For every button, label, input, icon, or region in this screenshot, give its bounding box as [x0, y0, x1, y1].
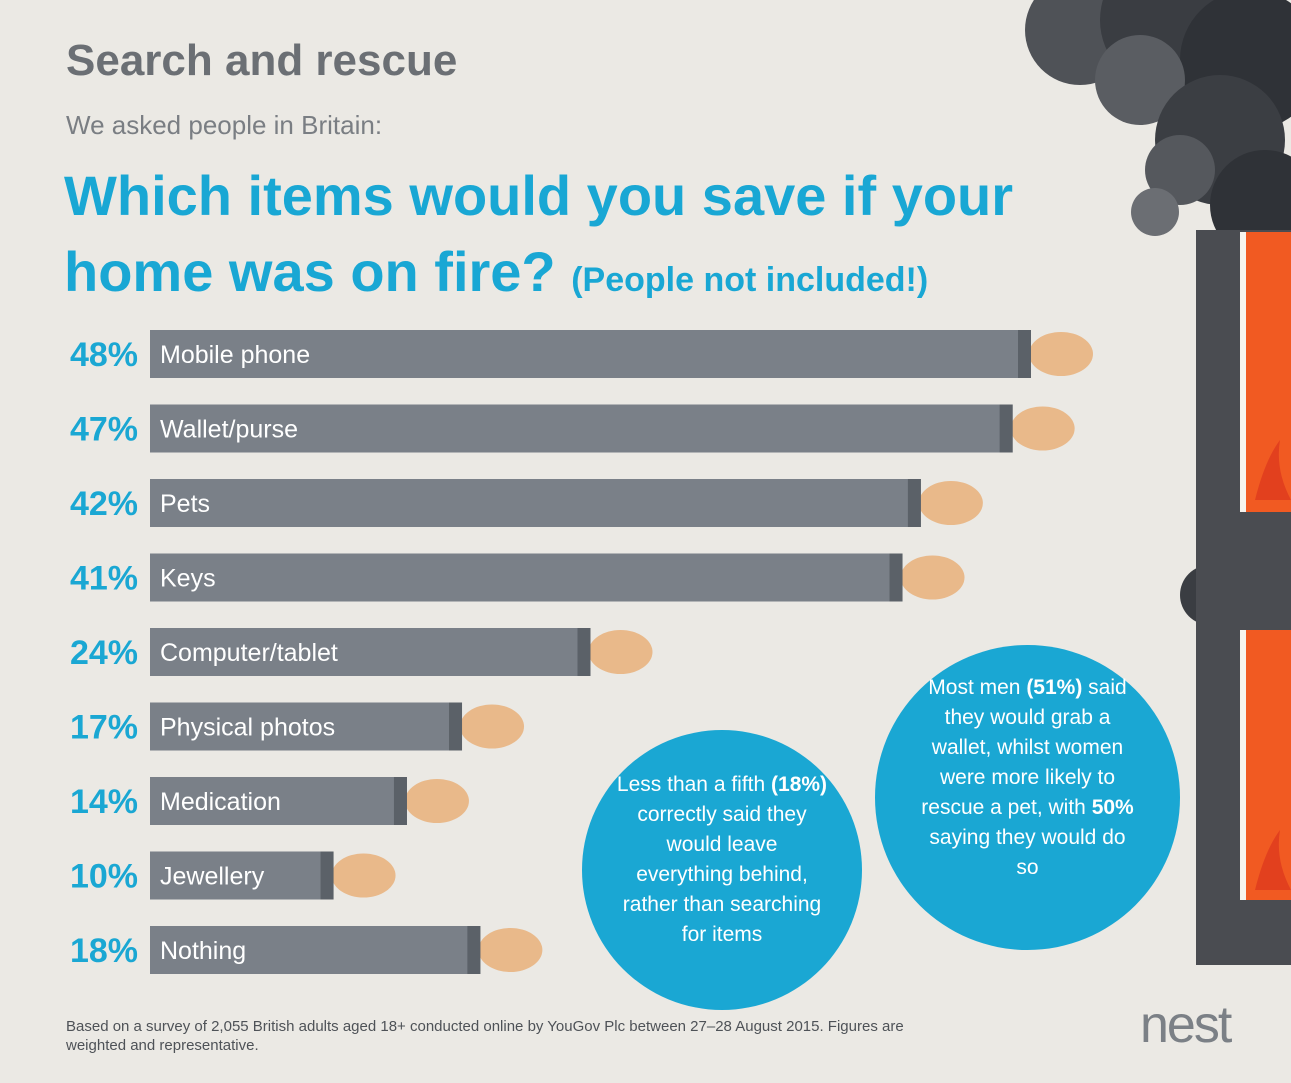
- bar-value-label: 17%: [70, 709, 138, 747]
- page-subtitle: We asked people in Britain:: [66, 110, 383, 140]
- nest-logo: nest: [1140, 996, 1232, 1054]
- hand-icon: [478, 928, 543, 972]
- bar-value-label: 47%: [70, 411, 138, 449]
- bar-cuff: [999, 404, 1013, 453]
- bar-cuff: [320, 851, 334, 900]
- hand-icon: [1010, 406, 1075, 451]
- bar-category-label: Pets: [160, 490, 210, 518]
- building-wall: [1196, 230, 1291, 965]
- bar-value-label: 10%: [70, 858, 138, 896]
- bar-cuff: [467, 926, 481, 974]
- bar: [150, 851, 334, 900]
- bar-cuff: [889, 553, 903, 602]
- bar-category-label: Physical photos: [160, 714, 335, 742]
- bar: [150, 330, 1031, 378]
- bar-row: 24% Computer/tablet: [70, 628, 653, 676]
- bar-value-label: 24%: [70, 634, 138, 672]
- bar-value-label: 42%: [70, 485, 138, 523]
- bar-category-label: Mobile phone: [160, 341, 310, 369]
- bar-row: 18% Nothing: [70, 926, 543, 974]
- hand-icon: [404, 779, 469, 823]
- callout-gender: Most men (51%) said they would grab a wa…: [875, 645, 1180, 950]
- bar-row: 42% Pets: [70, 479, 983, 527]
- bar-category-label: Nothing: [160, 937, 246, 965]
- bar: [150, 628, 591, 676]
- hand-icon: [460, 704, 525, 749]
- bar: [150, 479, 921, 527]
- footnote: Based on a survey of 2,055 British adult…: [66, 1018, 904, 1054]
- bar: [150, 404, 1013, 453]
- bar-row: 48% Mobile phone: [70, 330, 1093, 378]
- page-title: Search and rescue: [66, 36, 458, 85]
- bar-row: 41% Keys: [70, 553, 965, 602]
- bar: [150, 553, 903, 602]
- bar-cuff: [907, 479, 921, 527]
- bar: [150, 702, 463, 751]
- bar-cuff: [393, 777, 407, 825]
- bar-row: 47% Wallet/purse: [70, 404, 1075, 453]
- callout-leave-behind-text: Less than a fifth (18%) correctly said t…: [616, 773, 828, 946]
- bar-value-label: 18%: [70, 932, 138, 970]
- bar-category-label: Medication: [160, 788, 281, 816]
- callout-gender-text: Most men (51%) said they would grab a wa…: [921, 675, 1134, 879]
- bar-category-label: Jewellery: [160, 863, 265, 891]
- bar-cuff: [449, 702, 463, 751]
- bar-chart: 48% Mobile phone 47% Wallet/purse 42% Pets 41%…: [70, 330, 1093, 974]
- hand-icon: [331, 853, 396, 898]
- survey-question: Which items would you save if your home …: [64, 158, 1064, 318]
- bar-category-label: Wallet/purse: [160, 416, 298, 444]
- bar-row: 17% Physical photos: [70, 702, 525, 751]
- hand-icon: [1029, 332, 1093, 376]
- hand-icon: [900, 555, 965, 600]
- bar-category-label: Computer/tablet: [160, 639, 338, 667]
- bar-cuff: [577, 628, 591, 676]
- hand-icon: [918, 481, 983, 525]
- bar-row: 14% Medication: [70, 777, 469, 825]
- bar-value-label: 41%: [70, 560, 138, 598]
- callout-leave-behind: Less than a fifth (18%) correctly said t…: [582, 730, 862, 1010]
- question-aside: (People not included!): [571, 261, 929, 299]
- bar-value-label: 48%: [70, 336, 138, 374]
- bar-row: 10% Jewellery: [70, 851, 396, 900]
- bar-cuff: [1018, 330, 1031, 378]
- hand-icon: [588, 630, 653, 674]
- bar: [150, 926, 481, 974]
- question-text: Which items would you save if your home …: [64, 164, 1014, 303]
- bar-category-label: Keys: [160, 565, 216, 593]
- bar-value-label: 14%: [70, 783, 138, 821]
- bar: [150, 777, 407, 825]
